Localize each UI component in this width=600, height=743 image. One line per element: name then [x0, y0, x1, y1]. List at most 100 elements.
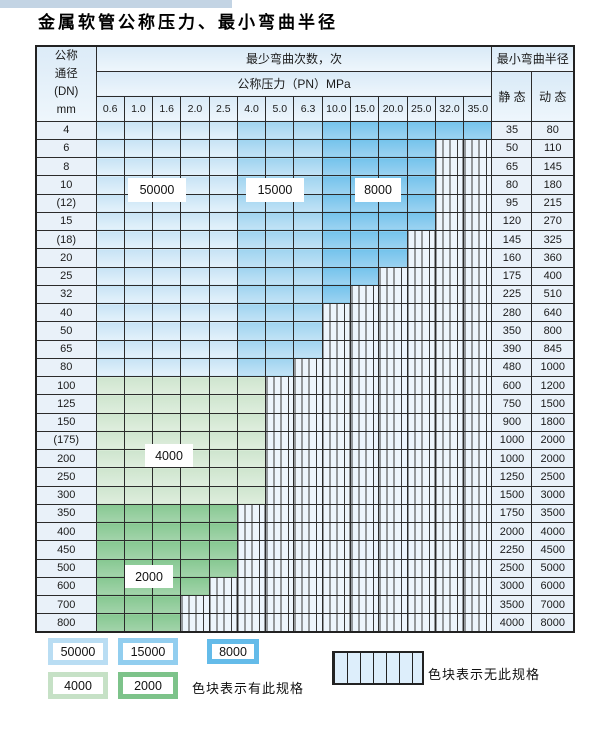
header-row-1: 公称 通径 (DN) mm 最少弯曲次数，次 最小弯曲半径: [35, 45, 575, 122]
table-row: 600 3000 6000: [35, 576, 575, 597]
spec-cell-available: [236, 211, 267, 232]
spec-cell-available: [123, 412, 154, 432]
table-row: 500 2500 5000: [35, 558, 575, 578]
pressure-column-header: 35.0: [463, 95, 493, 122]
table-row: 32 225 510: [35, 284, 575, 305]
dn-label: 600: [35, 576, 97, 597]
spec-cell-available: [180, 558, 210, 578]
spec-cell-unavailable: [350, 540, 380, 560]
spec-cell-unavailable: [406, 394, 436, 414]
spec-cell-available: [265, 321, 295, 341]
spec-cell-available: [208, 211, 238, 232]
table-row: 4 35 80: [35, 120, 575, 140]
spec-cell-unavailable: [463, 375, 493, 396]
pressure-column-header: 0.6: [95, 95, 125, 122]
spec-cell-unavailable: [463, 430, 493, 451]
spec-cell-available: [265, 156, 295, 177]
spec-cell-available: [123, 302, 154, 323]
spec-cell-available: [95, 248, 125, 268]
spec-cell-available: [293, 266, 323, 286]
spec-cell-available: [293, 229, 323, 250]
spec-cell-available: [208, 467, 238, 487]
spec-cell-available: [123, 521, 154, 542]
dynamic-radius-value: 3500: [531, 503, 575, 524]
spec-cell-unavailable: [321, 357, 352, 378]
dn-corner-cell: 公称 通径 (DN) mm: [35, 45, 97, 122]
spec-cell-available: [152, 248, 182, 268]
spec-cell-available: [123, 503, 154, 524]
table-row: 15 120 270: [35, 211, 575, 232]
spec-cell-unavailable: [350, 357, 380, 378]
spec-cell-available: [236, 412, 267, 432]
spec-cell-available: [208, 248, 238, 268]
spec-cell-unavailable: [434, 175, 465, 195]
spec-cell-available: [293, 120, 323, 140]
spec-cell-available: [236, 248, 267, 268]
spec-cell-available: [152, 540, 182, 560]
spec-cell-available: [95, 485, 125, 505]
dynamic-radius-value: 1000: [531, 357, 575, 378]
spec-cell-available: [95, 175, 125, 195]
spec-cell-available: [152, 120, 182, 140]
dn-label: 350: [35, 503, 97, 524]
pressure-column-header: 6.3: [293, 95, 323, 122]
spec-cell-available: [378, 211, 408, 232]
spec-cell-unavailable: [406, 321, 436, 341]
spec-cell-available: [152, 302, 182, 323]
dynamic-radius-value: 4500: [531, 540, 575, 560]
spec-cell-unavailable: [321, 503, 352, 524]
spec-cell-available: [152, 229, 182, 250]
spec-cell-unavailable: [350, 467, 380, 487]
spec-cell-available: [180, 248, 210, 268]
spec-cell-unavailable: [265, 394, 295, 414]
dynamic-column-header: 动 态: [531, 70, 575, 122]
spec-cell-available: [236, 485, 267, 505]
spec-cell-available: [321, 248, 352, 268]
spec-cell-unavailable: [293, 412, 323, 432]
static-radius-value: 750: [491, 394, 533, 414]
spec-cell-available: [208, 357, 238, 378]
spec-cell-unavailable: [463, 175, 493, 195]
spec-cell-unavailable: [350, 321, 380, 341]
spec-cell-available: [95, 156, 125, 177]
spec-cell-available: [321, 138, 352, 159]
spec-cell-available: [293, 339, 323, 359]
spec-cell-available: [180, 120, 210, 140]
spec-cell-unavailable: [350, 375, 380, 396]
dynamic-radius-value: 1200: [531, 375, 575, 396]
spec-cell-available: [208, 485, 238, 505]
spec-cell-available: [378, 156, 408, 177]
spec-cell-unavailable: [463, 467, 493, 487]
spec-cell-available: [123, 339, 154, 359]
spec-cell-available: [180, 321, 210, 341]
spec-cell-unavailable: [463, 266, 493, 286]
spec-cell-unavailable: [378, 357, 408, 378]
spec-cell-available: [236, 321, 267, 341]
spec-cell-unavailable: [265, 485, 295, 505]
spec-cell-available: [265, 120, 295, 140]
spec-cell-unavailable: [265, 521, 295, 542]
spec-cell-unavailable: [293, 576, 323, 597]
spec-cell-available: [350, 211, 380, 232]
dn-corner-line: (DN): [54, 85, 79, 98]
spec-cell-unavailable: [265, 540, 295, 560]
spec-cell-available: [236, 266, 267, 286]
table-row: 40 280 640: [35, 302, 575, 323]
spec-cell-unavailable: [265, 558, 295, 578]
spec-cell-unavailable: [236, 503, 267, 524]
cycle-count-label: 2000: [125, 565, 173, 588]
spec-cell-available: [152, 394, 182, 414]
spec-cell-available: [208, 394, 238, 414]
spec-cell-unavailable: [293, 375, 323, 396]
spec-cell-available: [95, 448, 125, 469]
spec-cell-unavailable: [434, 193, 465, 213]
spec-cell-unavailable: [434, 211, 465, 232]
spec-cell-unavailable: [434, 266, 465, 286]
spec-cell-unavailable: [434, 540, 465, 560]
spec-cell-unavailable: [434, 594, 465, 615]
spec-cell-unavailable: [378, 412, 408, 432]
spec-cell-available: [406, 156, 436, 177]
spec-cell-available: [265, 266, 295, 286]
spec-cell-unavailable: [378, 576, 408, 597]
spec-cell-unavailable: [434, 412, 465, 432]
